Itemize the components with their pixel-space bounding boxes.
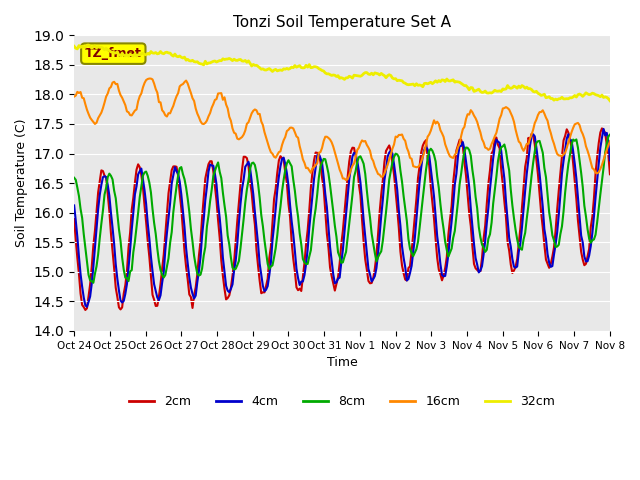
Text: TZ_fmet: TZ_fmet [85, 47, 141, 60]
X-axis label: Time: Time [326, 356, 357, 369]
Y-axis label: Soil Temperature (C): Soil Temperature (C) [15, 119, 28, 247]
Legend: 2cm, 4cm, 8cm, 16cm, 32cm: 2cm, 4cm, 8cm, 16cm, 32cm [124, 390, 560, 413]
Title: Tonzi Soil Temperature Set A: Tonzi Soil Temperature Set A [233, 15, 451, 30]
